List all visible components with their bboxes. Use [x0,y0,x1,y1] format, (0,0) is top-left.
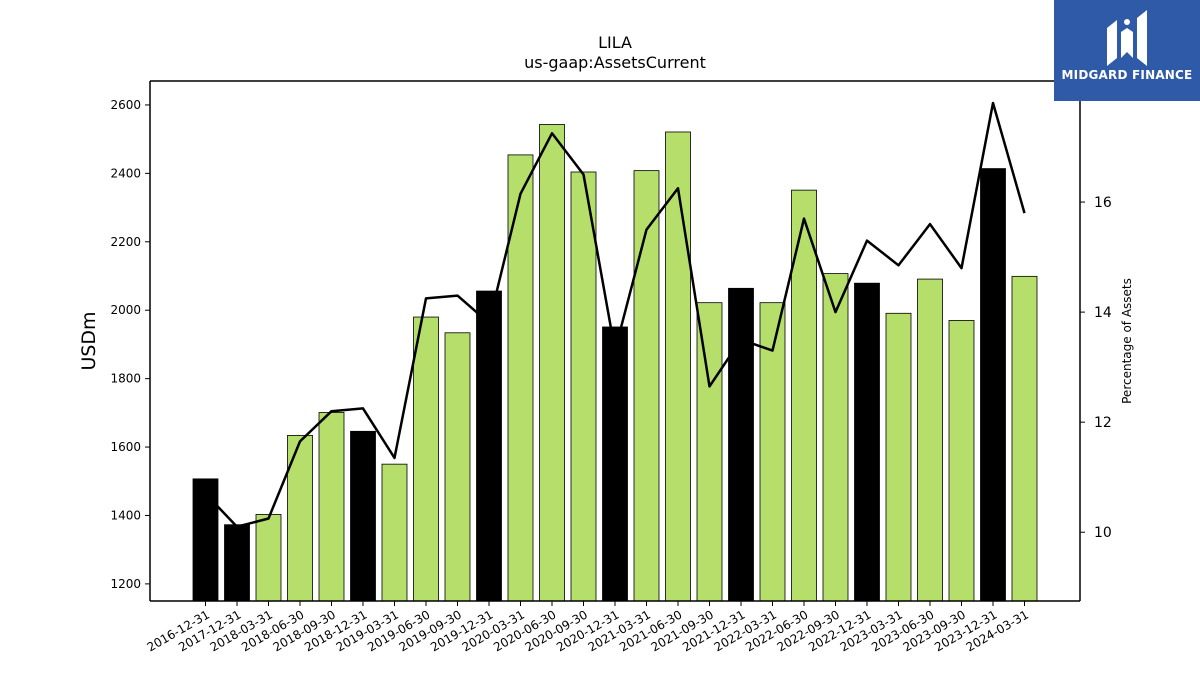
bar [413,316,439,602]
y-axis-label: USDm [78,311,100,370]
y2-tick-label: 16 [1094,195,1112,211]
bar [224,524,250,602]
y2-tick-label: 12 [1094,415,1112,431]
y-tick-label: 1800 [110,372,141,386]
bar [476,290,502,602]
bar [759,302,786,602]
bar [350,430,376,602]
bar [192,478,219,602]
bar [633,170,660,602]
bar [917,278,943,602]
bars-group [192,124,1038,602]
bar [948,320,975,602]
bar [318,412,345,602]
bar [602,326,628,602]
midgard-logo-icon [1107,10,1147,66]
y-tick-label: 1400 [110,508,141,522]
line-group [204,101,1026,528]
bar [539,124,565,602]
bar [665,131,691,602]
chart-subtitle: us-gaap:AssetsCurrent [524,53,706,72]
line-series [204,101,1026,528]
brand-logo: MIDGARD FINANCE [1054,0,1200,101]
y-tick-label: 2200 [110,235,141,249]
bar [255,514,282,602]
y-tick-label: 1200 [110,577,141,591]
bar [570,171,597,602]
bar [444,332,471,602]
bar [980,168,1006,602]
y-tick-label: 2000 [110,303,141,317]
logo-text: MIDGARD FINANCE [1061,68,1193,82]
bar [507,154,534,602]
y-ticks-group: 1200 1400 1600 1800 2000 2200 2400 2600 [110,98,150,591]
y2-axis-label: Percentage of Assets [1120,278,1134,404]
bar [696,302,723,602]
y-tick-label: 2600 [110,98,141,112]
y2-ticks-group: 10 12 14 16 [1080,195,1112,541]
bar [381,463,408,602]
bar [1011,275,1038,602]
y-tick-label: 1600 [110,440,141,454]
y-tick-label: 2400 [110,166,141,180]
chart-title: LILA [598,33,632,52]
bar [822,273,849,602]
bar [885,312,912,602]
bar [728,287,754,602]
y2-tick-label: 10 [1094,525,1112,541]
bar [854,282,880,602]
y2-tick-label: 14 [1094,305,1112,321]
x-ticks-group: 2016-12-312017-12-312018-03-312018-06-30… [145,601,1031,654]
